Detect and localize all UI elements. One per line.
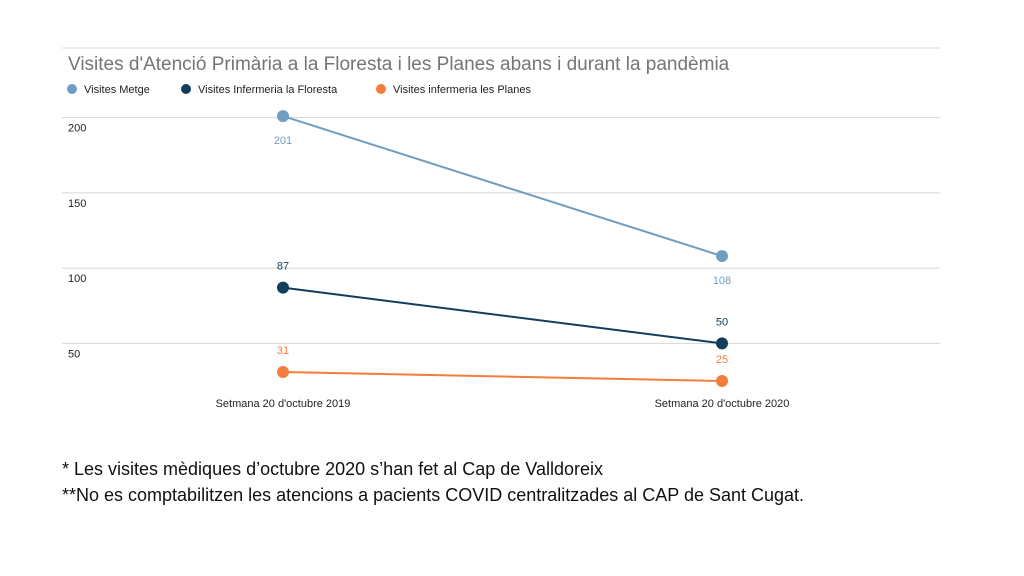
x-category-label-2: Setmana 20 d'octubre 2020 — [655, 398, 790, 410]
x-axis-categories: Setmana 20 d'octubre 2019 Setmana 20 d'oc… — [216, 398, 790, 410]
series-line-visites-infermeria-la-floresta — [282, 286, 723, 345]
legend-label-visites-infermeria-les-planes: Visites infermeria les Planes — [393, 84, 531, 96]
line-chart: Visites d'Atenció Primària a la Floresta… — [62, 47, 940, 410]
legend-label-visites-metge: Visites Metge — [84, 84, 150, 96]
y-tick-label-200: 200 — [68, 123, 86, 135]
chart-series: 201 108 87 50 31 25 — [274, 110, 731, 387]
legend-item-visites-infermeria-les-planes: Visites infermeria les Planes — [376, 84, 531, 96]
series-visites-metge: 201 108 — [274, 110, 731, 287]
data-point-visites-infermeria-les-planes-1 — [277, 365, 289, 378]
series-visites-infermeria-les-planes: 31 25 — [277, 345, 728, 387]
data-label-visites-infermeria-la-floresta-2: 50 — [716, 316, 728, 328]
x-category-label-1: Setmana 20 d'octubre 2019 — [216, 398, 351, 410]
legend-marker-visites-metge — [67, 84, 77, 94]
series-line-visites-infermeria-les-planes — [282, 370, 723, 382]
chart-title: Visites d'Atenció Primària a la Floresta… — [68, 54, 730, 75]
y-tick-label-100: 100 — [68, 273, 86, 285]
legend-item-visites-metge: Visites Metge — [67, 84, 150, 96]
data-label-visites-metge-1: 201 — [274, 135, 292, 147]
legend-marker-visites-infermeria-la-floresta — [181, 84, 191, 94]
chart-legend: Visites Metge Visites Infermeria la Flore… — [67, 84, 531, 96]
data-point-visites-infermeria-la-floresta-1 — [277, 281, 289, 294]
data-point-visites-metge-2 — [716, 250, 728, 263]
footnote-1: * Les visites mèdiques d’octubre 2020 s’… — [62, 459, 603, 479]
legend-label-visites-infermeria-la-floresta: Visites Infermeria la Floresta — [198, 84, 338, 96]
legend-marker-visites-infermeria-les-planes — [376, 84, 386, 94]
chart-footnotes: * Les visites mèdiques d’octubre 2020 s’… — [62, 456, 962, 508]
data-point-visites-infermeria-les-planes-2 — [716, 375, 728, 387]
data-label-visites-infermeria-la-floresta-1: 87 — [277, 261, 289, 273]
chart-gridlines — [62, 117, 940, 344]
footnote-2: **No es comptabilitzen les atencions a p… — [62, 485, 805, 505]
y-axis-ticks: 50 100 150 200 — [68, 123, 86, 361]
y-tick-label-50: 50 — [68, 348, 80, 360]
data-point-visites-infermeria-la-floresta-2 — [716, 337, 728, 350]
legend-item-visites-infermeria-la-floresta: Visites Infermeria la Floresta — [181, 84, 338, 96]
series-visites-infermeria-la-floresta: 87 50 — [277, 261, 728, 350]
series-line-visites-metge — [282, 115, 723, 258]
data-point-visites-metge-1 — [277, 110, 289, 123]
y-tick-label-150: 150 — [68, 198, 86, 210]
data-label-visites-infermeria-les-planes-2: 25 — [716, 354, 728, 366]
data-label-visites-infermeria-les-planes-1: 31 — [277, 345, 289, 357]
data-label-visites-metge-2: 108 — [713, 275, 731, 287]
